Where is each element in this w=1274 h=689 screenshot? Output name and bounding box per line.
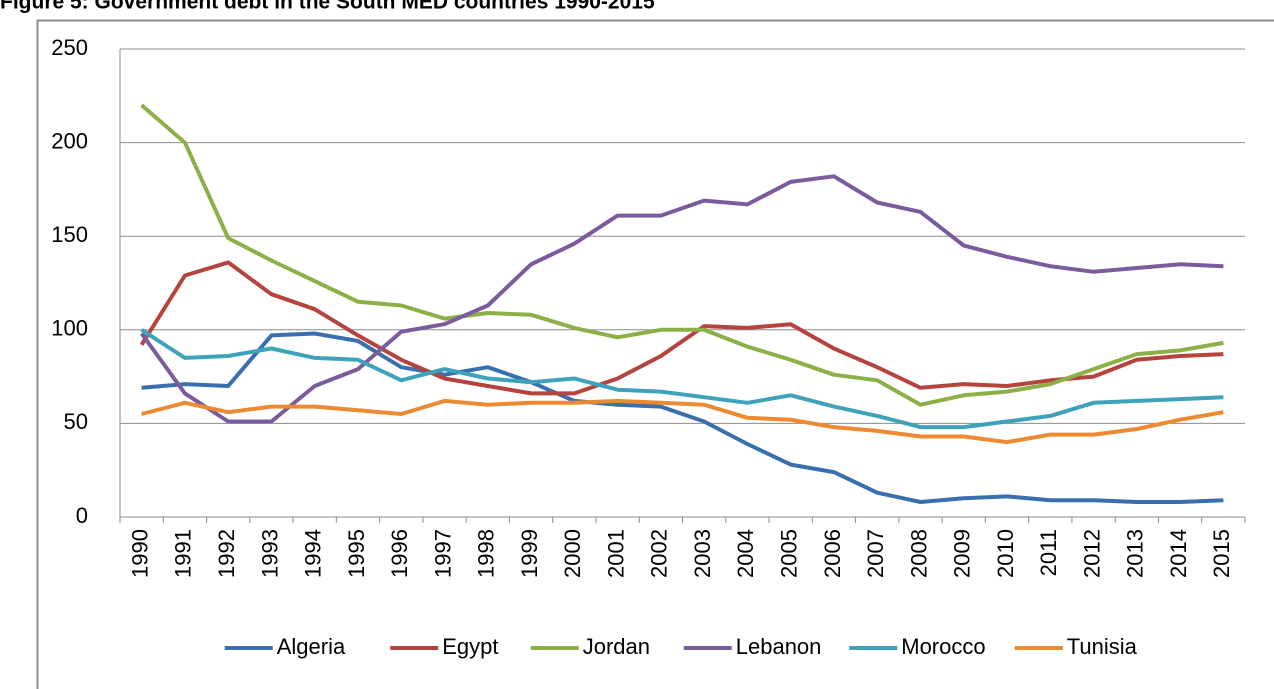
x-tick-label: 2009 (950, 529, 975, 578)
y-tick-label: 0 (76, 503, 88, 528)
x-tick-label: 1995 (344, 529, 369, 578)
series-line (140, 103, 1224, 407)
x-tick-label: 2010 (993, 529, 1018, 578)
x-tick-label: 1999 (517, 529, 542, 578)
x-tick-label: 2003 (690, 529, 715, 578)
x-tick-label: 2005 (776, 529, 801, 578)
legend-label: Lebanon (736, 634, 822, 659)
y-tick-label: 150 (51, 222, 88, 247)
chart-title: Figure 5: Government debt in the South M… (0, 0, 655, 14)
x-tick-label: 1993 (257, 529, 282, 578)
x-tick-label: 2012 (1079, 529, 1104, 578)
y-tick-label: 200 (51, 128, 88, 153)
x-tick-label: 2015 (1209, 529, 1234, 578)
x-tick-label: 1990 (127, 529, 152, 578)
x-tick-label: 2008 (906, 529, 931, 578)
y-tick-label: 100 (51, 316, 88, 341)
legend-label: Tunisia (1067, 634, 1138, 659)
x-tick-label: 2013 (1123, 529, 1148, 578)
y-tick-label: 250 (51, 35, 88, 60)
x-tick-label: 1998 (474, 529, 499, 578)
x-tick-label: 2006 (820, 529, 845, 578)
x-tick-label: 2004 (733, 529, 758, 578)
x-tick-label: 1997 (430, 529, 455, 578)
chart-frame (36, 19, 1274, 689)
series-line (141, 398, 1224, 445)
series-line (140, 328, 1224, 430)
x-tick-label: 2000 (560, 529, 585, 578)
x-tick-label: 2002 (647, 529, 672, 578)
y-tick-label: 50 (64, 409, 88, 434)
x-tick-label: 2014 (1166, 529, 1191, 578)
x-tick-label: 1996 (387, 529, 412, 578)
x-tick-label: 2011 (1036, 529, 1061, 576)
series-line (139, 174, 1224, 424)
legend-label: Morocco (901, 634, 985, 659)
series-line (141, 331, 1224, 504)
x-tick-label: 2001 (603, 529, 628, 578)
legend-label: Egypt (442, 634, 498, 659)
x-tick-label: 1991 (171, 529, 196, 578)
x-tick-label: 1994 (301, 529, 326, 578)
legend-label: Algeria (277, 634, 346, 659)
legend-label: Jordan (583, 634, 650, 659)
x-tick-label: 1992 (214, 529, 239, 578)
x-tick-label: 2007 (863, 529, 888, 578)
series-line (139, 260, 1224, 396)
